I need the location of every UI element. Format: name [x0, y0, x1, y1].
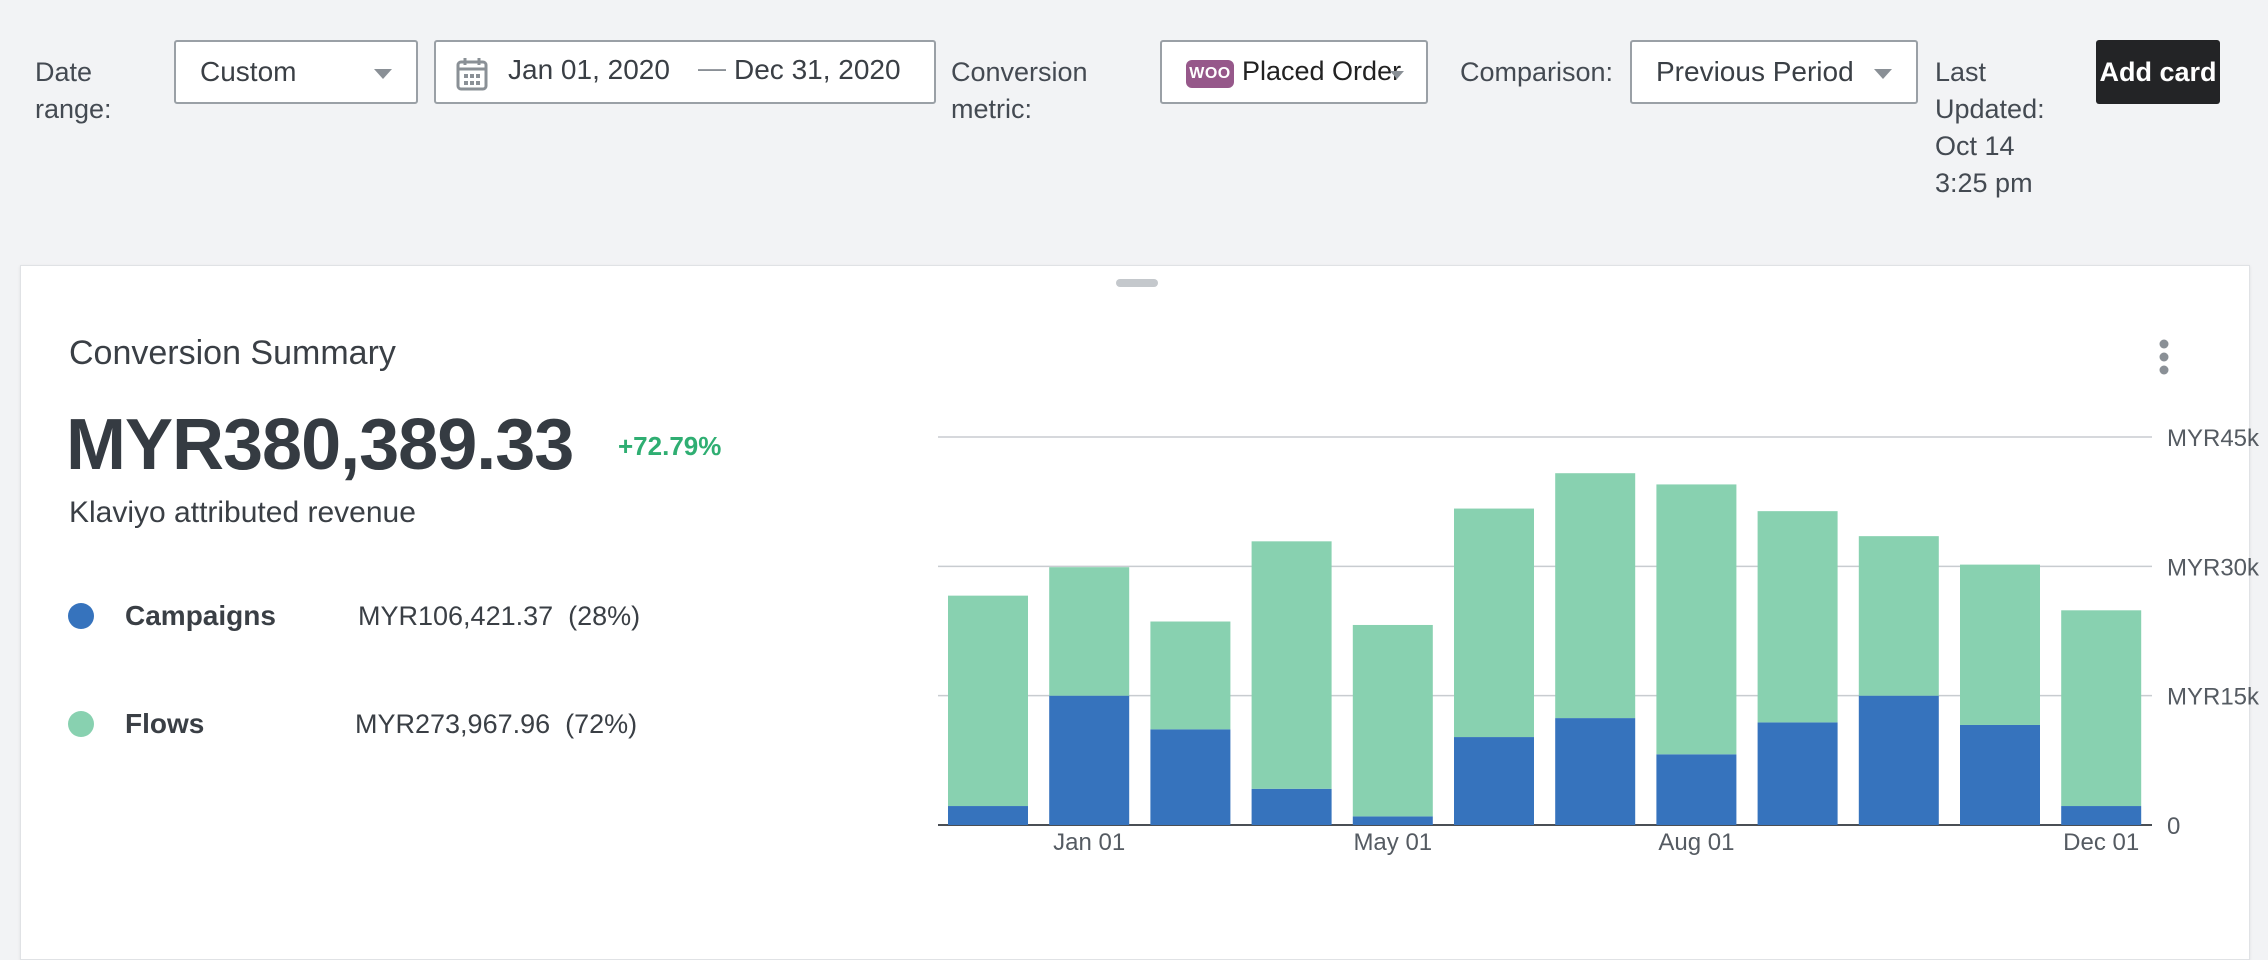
last-updated-date: Oct 14: [1935, 131, 2015, 161]
more-options-icon[interactable]: [2156, 338, 2172, 376]
woo-logo-icon: WOO: [1186, 60, 1234, 88]
comparison-value: Previous Period: [1656, 56, 1854, 87]
calendar-icon: [456, 57, 488, 98]
chevron-down-icon: [374, 69, 392, 79]
date-range-select[interactable]: Custom: [174, 40, 418, 104]
date-separator: —: [698, 52, 726, 83]
conversion-summary-card: Conversion Summary MYR380,389.33 +72.79%…: [20, 265, 2250, 960]
flows-legend-value: MYR273,967.96 (72%): [355, 709, 638, 739]
chevron-down-icon: [1874, 69, 1892, 79]
conversion-metric-label: Conversion metric:: [951, 57, 1088, 124]
last-updated-time: 3:25 pm: [1935, 168, 2033, 198]
conversion-metric-value: Placed Order: [1242, 56, 1402, 86]
revenue-subtitle: Klaviyo attributed revenue: [69, 496, 416, 529]
drag-handle[interactable]: [1116, 279, 1158, 287]
campaigns-legend-dot: [68, 603, 94, 629]
comparison-label: Comparison:: [1460, 57, 1614, 87]
card-title: Conversion Summary: [69, 334, 396, 372]
flows-legend-label: Flows: [125, 708, 205, 739]
total-revenue: MYR380,389.33: [66, 405, 574, 485]
change-badge: +72.79%: [618, 431, 722, 461]
comparison-select[interactable]: Previous Period: [1630, 40, 1918, 104]
flows-legend-dot: [68, 711, 94, 737]
add-card-button[interactable]: Add card: [2096, 40, 2220, 104]
chevron-down-icon: [1390, 71, 1404, 79]
conversion-metric-select[interactable]: WOO Placed Order: [1160, 40, 1428, 104]
date-range-picker[interactable]: Jan 01, 2020 — Dec 31, 2020: [434, 40, 936, 104]
last-updated-label: Last Updated:: [1935, 57, 2045, 124]
date-range-label: Date range:: [35, 57, 112, 124]
date-range-value: Custom: [200, 56, 297, 87]
start-date-input[interactable]: Jan 01, 2020: [508, 54, 670, 85]
campaigns-legend-value: MYR106,421.37 (28%): [358, 601, 641, 631]
campaigns-legend-label: Campaigns: [125, 600, 276, 631]
end-date-input[interactable]: Dec 31, 2020: [734, 54, 901, 85]
